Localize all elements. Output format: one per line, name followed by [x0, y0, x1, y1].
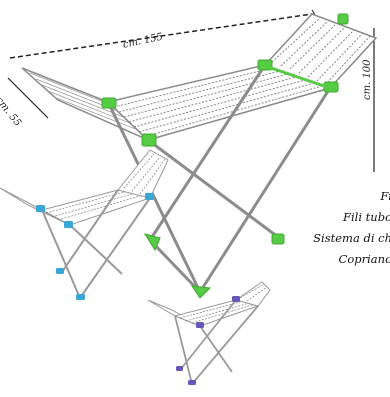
- main-rack-right-wing: [263, 13, 378, 89]
- main-rack-green-joints: [101, 13, 349, 299]
- main-rack-center: [106, 64, 333, 141]
- main-rack-green-bar: [267, 65, 331, 90]
- feature-item: Sistema di ch: [313, 231, 390, 245]
- width-dimension-line: [7, 77, 49, 119]
- feature-list: Fi Fili tubo Sistema di ch Copriano: [313, 186, 390, 270]
- feature-item: Copriano: [338, 252, 390, 266]
- blue-variant-rack: [0, 149, 169, 300]
- purple-variant-rack: [147, 281, 271, 385]
- feature-item: Fili tubo: [343, 210, 390, 224]
- length-dimension-line: [9, 13, 313, 59]
- height-dimension-label: cm. 100: [362, 59, 373, 100]
- feature-item: Fi: [380, 189, 390, 203]
